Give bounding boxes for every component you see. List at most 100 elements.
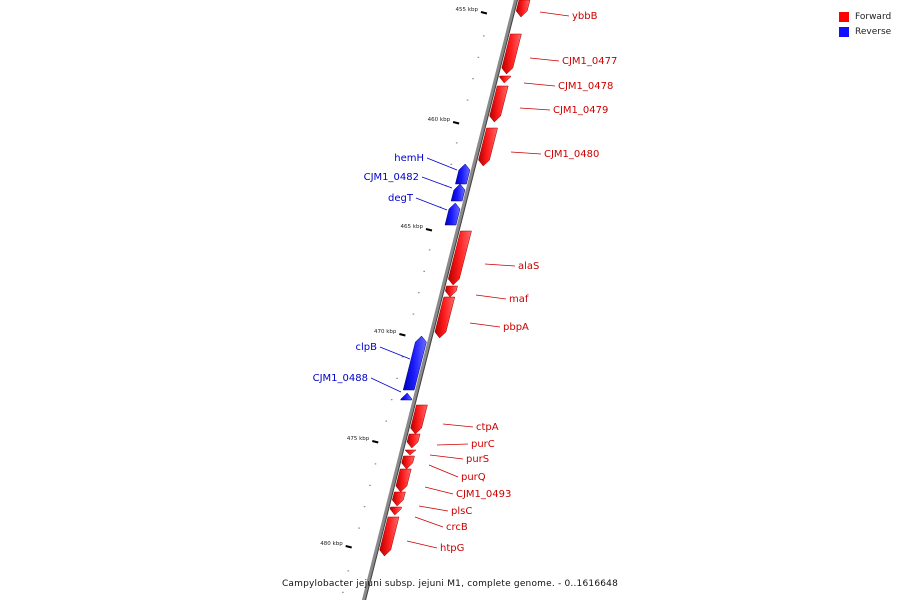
minor-tick (417, 292, 420, 294)
gene-hemh[interactable] (455, 163, 471, 185)
gene-label-ctpa[interactable]: ctpA (476, 422, 499, 433)
gene-label-cjm1-0479[interactable]: CJM1_0479 (553, 105, 608, 116)
gene-leader-line (379, 346, 411, 360)
gene-label-pbpa[interactable]: pbpA (503, 322, 529, 333)
legend: Forward Reverse (839, 9, 891, 39)
gene-leader-line (428, 464, 459, 478)
gene-degt[interactable] (444, 202, 461, 226)
forward-swatch-icon (839, 11, 849, 22)
gene-label-degt[interactable]: degT (388, 193, 414, 204)
gene-label-cjm1-0488[interactable]: CJM1_0488 (313, 373, 368, 384)
major-tick (425, 228, 433, 232)
gene-crcb[interactable] (389, 506, 402, 516)
minor-tick (396, 377, 398, 379)
major-tick (480, 11, 488, 15)
gene-leader-line (415, 197, 448, 211)
minor-tick (347, 570, 350, 572)
gene-leader-line (406, 540, 438, 549)
gene-cjm1-0482[interactable] (450, 183, 466, 202)
gene-purq[interactable] (401, 455, 415, 470)
gene-label-cjm1-0480[interactable]: CJM1_0480 (544, 149, 599, 160)
gene-label-cjm1-0493[interactable]: CJM1_0493 (456, 489, 511, 500)
minor-tick (412, 313, 415, 315)
minor-tick (385, 420, 388, 422)
gene-label-purq[interactable]: purQ (461, 472, 486, 483)
gene-leader-line (421, 176, 453, 189)
gene-leader-line (484, 263, 516, 267)
gene-label-cjm1-0477[interactable]: CJM1_0477 (562, 56, 617, 67)
gene-plsc[interactable] (392, 491, 406, 507)
gene-cjm1-0477[interactable] (501, 33, 522, 75)
minor-tick (390, 399, 393, 401)
genome-caption: Campylobacter jejuni subsp. jejuni M1, c… (281, 579, 619, 589)
major-tick (372, 440, 379, 444)
gene-label-purc[interactable]: purC (471, 439, 495, 450)
gene-label-cjm1-0478[interactable]: CJM1_0478 (558, 81, 613, 92)
gene-label-htpg[interactable]: htpG (440, 543, 464, 554)
gene-label-hemh[interactable]: hemH (394, 153, 424, 164)
gene-leader-line (426, 157, 458, 171)
gene-ctpa[interactable] (410, 404, 428, 435)
gene-label-crcb[interactable]: crcB (446, 522, 468, 533)
minor-tick (483, 35, 485, 37)
minor-tick (374, 463, 377, 465)
major-tick (452, 121, 460, 125)
gene-leader-line (529, 57, 560, 62)
gene-purs[interactable] (404, 449, 417, 456)
minor-tick (423, 270, 425, 272)
gene-leader-line (519, 107, 551, 111)
gene-label-ybbb[interactable]: ybbB (572, 11, 598, 22)
gene-cjm1-0488[interactable] (400, 392, 413, 401)
minor-tick (450, 163, 453, 165)
gene-alas[interactable] (448, 230, 472, 286)
gene-ybbb[interactable] (515, 0, 531, 18)
legend-forward: Forward (839, 9, 891, 24)
gene-pbpa[interactable] (434, 296, 456, 339)
gene-cjm1-0478[interactable] (499, 75, 512, 84)
gene-leader-line (370, 377, 402, 393)
minor-tick (477, 56, 480, 58)
scale-label: 460 kbp (428, 117, 451, 123)
reverse-swatch-icon (839, 26, 849, 37)
gene-leader-line (523, 82, 556, 87)
gene-leader-line (510, 151, 542, 155)
scale-label: 455 kbp (456, 7, 479, 13)
gene-cjm1-0480[interactable] (478, 127, 498, 167)
legend-reverse-label: Reverse (855, 26, 892, 37)
gene-cjm1-0493[interactable] (395, 468, 412, 493)
legend-forward-label: Forward (855, 11, 892, 22)
gene-leader-line (475, 294, 507, 300)
gene-cjm1-0479[interactable] (489, 85, 509, 123)
gene-clpb[interactable] (402, 335, 427, 391)
scale-label: 465 kbp (401, 224, 424, 230)
minor-tick (363, 506, 366, 508)
minor-tick (466, 99, 469, 101)
minor-tick (455, 142, 458, 144)
major-tick (345, 545, 352, 549)
gene-label-alas[interactable]: alaS (518, 261, 539, 272)
gene-htpg[interactable] (379, 516, 400, 557)
gene-purc[interactable] (406, 433, 421, 449)
gene-label-plsc[interactable]: plsC (451, 506, 472, 517)
scale-label: 475 kbp (347, 436, 370, 442)
gene-maf[interactable] (445, 285, 458, 298)
gene-leader-line (424, 486, 454, 495)
gene-leader-line (418, 505, 449, 512)
minor-tick (428, 249, 431, 251)
minor-tick (358, 527, 360, 529)
gene-leader-line (414, 516, 444, 528)
gene-label-purs[interactable]: purS (466, 454, 489, 465)
minor-tick (342, 591, 344, 593)
backbone-edge (364, 0, 519, 600)
minor-tick (401, 356, 404, 358)
gene-leader-line (539, 11, 570, 17)
gene-leader-line (442, 423, 474, 428)
gene-leader-line (436, 443, 469, 446)
scale-label: 470 kbp (374, 329, 397, 335)
gene-label-clpb[interactable]: clpB (356, 342, 378, 353)
gene-label-cjm1-0482[interactable]: CJM1_0482 (364, 172, 419, 183)
gene-label-maf[interactable]: maf (509, 294, 529, 305)
gene-leader-line (469, 322, 501, 328)
minor-tick (472, 78, 474, 80)
